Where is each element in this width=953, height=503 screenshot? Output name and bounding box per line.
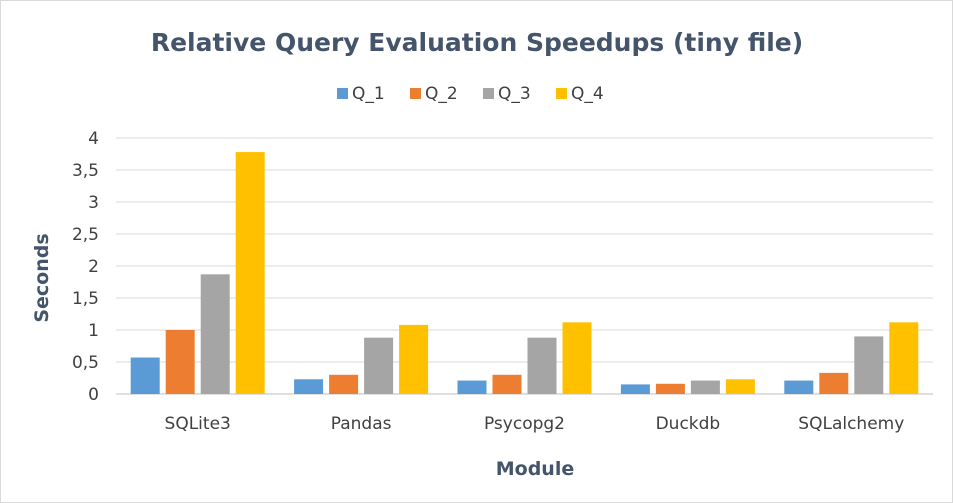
legend-swatch (337, 88, 348, 99)
legend-label: Q_3 (498, 84, 531, 104)
y-tick-label: 2 (88, 257, 99, 277)
y-axis-ticks: 0 0,5 1 1,5 2 2,5 3 3,5 4 (72, 129, 99, 405)
bar-q2-sqlalchemy (819, 372, 849, 394)
bar-q2-sqlite3 (165, 330, 195, 394)
x-tick-label: Pandas (331, 414, 392, 434)
legend-label: Q_2 (425, 84, 458, 104)
x-tick-label: Duckdb (656, 414, 721, 434)
bar-q2-pandas (329, 374, 359, 394)
bar-q4-psycopg2 (562, 322, 592, 394)
legend-label: Q_1 (352, 84, 385, 104)
bar-q2-duckdb (655, 383, 685, 394)
x-axis-title: Module (496, 458, 575, 480)
bar-q3-duckdb (690, 380, 720, 394)
bar-q1-sqlalchemy (784, 380, 814, 394)
legend: Q_1 Q_2 Q_3 Q_4 (337, 84, 604, 104)
x-tick-label: Psycopg2 (484, 414, 565, 434)
bar-q1-psycopg2 (457, 380, 487, 394)
y-tick-label: 4 (88, 129, 99, 149)
bar-q4-duckdb (725, 379, 755, 394)
bar-q3-sqlite3 (200, 274, 230, 394)
y-tick-label: 2,5 (72, 225, 99, 245)
y-tick-label: 3 (88, 193, 99, 213)
bar-q4-sqlalchemy (889, 322, 919, 394)
y-tick-label: 1 (88, 321, 99, 341)
x-tick-label: SQLite3 (165, 414, 231, 434)
bar-q3-psycopg2 (527, 337, 557, 394)
bar-q3-sqlalchemy (854, 336, 884, 394)
legend-swatch (556, 88, 567, 99)
bar-q4-pandas (399, 324, 429, 394)
legend-swatch (483, 88, 494, 99)
bars (130, 152, 919, 394)
legend-label: Q_4 (571, 84, 604, 104)
y-tick-label: 3,5 (72, 161, 99, 181)
y-axis-title: Seconds (31, 233, 53, 322)
chart-title: Relative Query Evaluation Speedups (tiny… (151, 28, 803, 57)
bar-q4-sqlite3 (235, 152, 265, 394)
legend-swatch (410, 88, 421, 99)
bar-q3-pandas (364, 337, 394, 394)
y-tick-label: 0 (88, 385, 99, 405)
y-tick-label: 1,5 (72, 289, 99, 309)
x-axis-ticks: SQLite3 Pandas Psycopg2 Duckdb SQLalchemy (165, 414, 905, 434)
bar-q1-sqlite3 (130, 357, 160, 394)
bar-q2-psycopg2 (492, 374, 522, 394)
bar-q1-pandas (294, 379, 324, 394)
bar-q1-duckdb (620, 384, 650, 394)
x-tick-label: SQLalchemy (798, 414, 904, 434)
y-tick-label: 0,5 (72, 353, 99, 373)
